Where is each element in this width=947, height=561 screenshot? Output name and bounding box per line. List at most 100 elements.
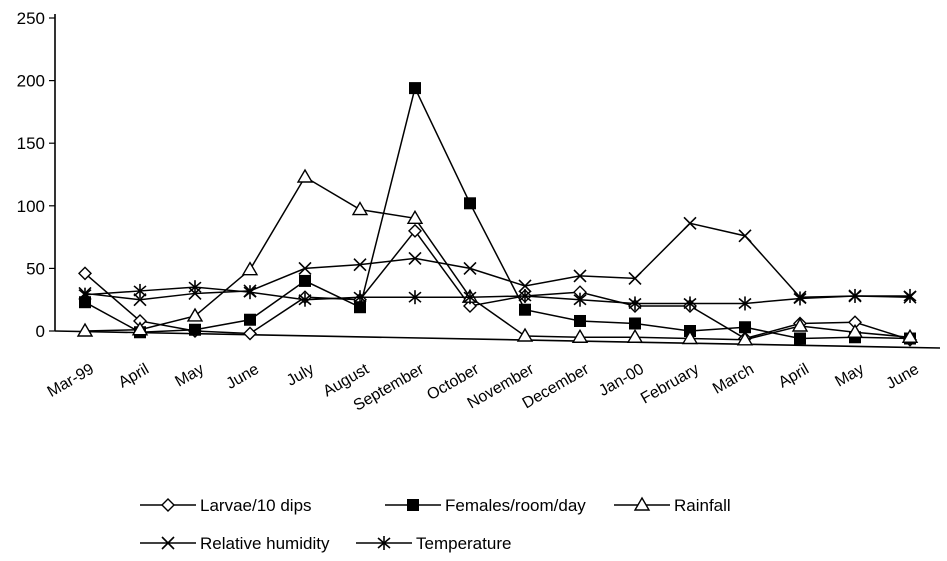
y-axis-ticks: 0 50 100 150 200 250 — [17, 9, 55, 341]
data-point — [298, 261, 312, 275]
data-point-stroke — [573, 269, 587, 283]
data-point — [848, 288, 862, 303]
data-point — [78, 287, 92, 302]
series-line — [84, 229, 911, 341]
data-point — [408, 251, 422, 265]
x-axis-line — [54, 330, 941, 349]
data-point — [574, 314, 586, 327]
data-point-stroke — [463, 261, 477, 275]
y-tick-label: 150 — [17, 134, 45, 153]
data-point — [79, 296, 91, 309]
x-tick-label: April — [116, 361, 152, 392]
data-point — [241, 261, 259, 276]
x-tick-label: April — [776, 361, 812, 392]
data-point — [793, 291, 807, 306]
data-point — [296, 168, 314, 183]
x-tick-label: June — [883, 361, 922, 393]
data-point — [518, 279, 532, 293]
chart-legend: Larvae/10 dips Females/room/day Rainfall Re… — [140, 496, 731, 553]
data-point — [464, 197, 476, 210]
x-tick-label: May — [832, 361, 867, 391]
legend-label: Females/room/day — [445, 496, 586, 515]
data-point — [633, 496, 651, 511]
data-point — [243, 285, 257, 300]
x-tick-label: June — [223, 361, 262, 393]
legend-label: Temperature — [416, 534, 511, 553]
data-point — [573, 292, 587, 307]
data-point — [683, 296, 697, 311]
data-point — [903, 288, 917, 303]
data-point — [628, 296, 642, 311]
legend-item: Temperature — [356, 534, 511, 553]
series — [78, 280, 917, 311]
data-point — [738, 229, 752, 243]
series-layer — [76, 82, 919, 347]
y-tick-label: 100 — [17, 197, 45, 216]
data-point — [243, 326, 257, 341]
data-point — [681, 330, 699, 345]
data-point — [571, 328, 589, 343]
data-point — [133, 283, 147, 298]
x-tick-label: July — [284, 361, 317, 390]
data-point — [846, 323, 864, 338]
data-point — [299, 274, 311, 287]
data-point — [189, 323, 201, 336]
legend-label: Relative humidity — [200, 534, 330, 553]
data-point — [244, 313, 256, 326]
data-point — [463, 298, 477, 313]
data-point — [516, 327, 534, 342]
data-point — [794, 332, 806, 345]
x-tick-label: May — [172, 361, 207, 391]
x-tick-label: February — [638, 361, 702, 408]
data-point — [408, 290, 422, 305]
y-tick-label: 0 — [36, 322, 45, 341]
data-point — [354, 301, 366, 314]
data-point — [626, 328, 644, 343]
data-point — [901, 328, 919, 343]
series — [79, 82, 916, 345]
series-line — [84, 175, 911, 341]
data-point — [409, 82, 421, 95]
data-point — [791, 317, 809, 332]
legend-item: Larvae/10 dips — [140, 496, 312, 515]
chart-axes — [54, 14, 941, 349]
data-point — [161, 536, 175, 550]
data-point-stroke — [161, 536, 175, 550]
legend-item: Females/room/day — [385, 496, 586, 515]
data-point — [738, 296, 752, 311]
data-point — [377, 536, 391, 550]
data-point — [683, 216, 697, 230]
x-tick-label: March — [710, 361, 757, 398]
legend-label: Larvae/10 dips — [200, 496, 312, 515]
legend-label: Rainfall — [674, 496, 731, 515]
x-tick-label: Mar-99 — [45, 361, 97, 401]
data-point — [406, 209, 424, 225]
data-point — [76, 322, 94, 337]
series-line — [84, 286, 910, 305]
data-point — [463, 261, 477, 275]
data-point — [573, 269, 587, 283]
data-point — [518, 288, 532, 303]
data-point-stroke — [298, 261, 312, 275]
data-point — [736, 331, 754, 346]
data-point-stroke — [353, 258, 367, 272]
y-tick-label: 50 — [26, 259, 45, 278]
data-point-stroke — [408, 251, 422, 265]
data-point — [298, 292, 312, 307]
data-point — [78, 266, 92, 281]
legend-item: Rainfall — [614, 496, 731, 515]
series-line — [84, 222, 911, 301]
data-point — [133, 293, 147, 307]
data-point — [628, 271, 642, 285]
data-point — [519, 303, 531, 316]
legend-item: Relative humidity — [140, 534, 330, 553]
data-point — [161, 498, 175, 512]
data-point — [353, 290, 367, 305]
x-axis-labels: Mar-99 April May June July AugustSeptemberOct… — [45, 360, 922, 414]
data-point-stroke — [518, 279, 532, 293]
y-tick-label: 250 — [17, 9, 45, 28]
data-point — [629, 317, 641, 330]
data-point — [407, 499, 419, 511]
data-point — [131, 321, 149, 336]
